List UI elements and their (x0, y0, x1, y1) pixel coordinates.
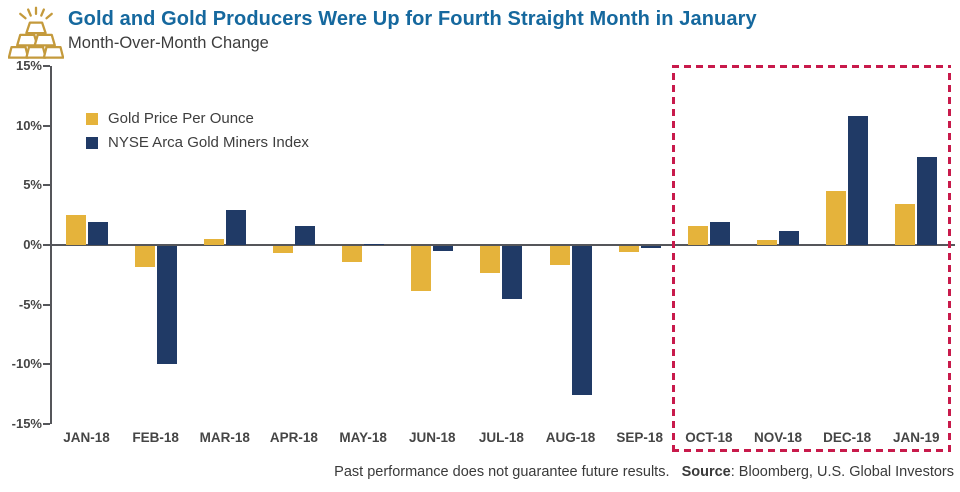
bar-miners-dec-18 (848, 116, 869, 245)
bar-miners-jan-18 (87, 222, 108, 245)
x-axis-label: MAR-18 (199, 430, 250, 445)
y-axis-tick-label: -5% (18, 296, 42, 312)
bar-miners-jan-19 (917, 156, 938, 245)
x-axis-label: AUG-18 (545, 430, 596, 445)
bar-miners-sep-18 (640, 246, 661, 248)
bar-gold-jul-18 (480, 246, 501, 274)
legend-item: Gold Price Per Ounce (86, 110, 309, 127)
bar-miners-mar-18 (225, 210, 246, 245)
zero-baseline (50, 244, 955, 246)
y-axis-tick-label: -10% (11, 356, 42, 372)
y-axis-tick (43, 124, 50, 127)
y-axis-tick-label: -15% (11, 416, 42, 431)
chart-title: Gold and Gold Producers Were Up for Four… (68, 8, 757, 30)
highlight-box-bottom (672, 449, 951, 452)
y-axis-tick (43, 65, 50, 67)
bar-gold-jun-18 (411, 246, 432, 292)
source-label: Source (681, 464, 731, 480)
x-axis-label: MAY-18 (339, 430, 387, 445)
bar-miners-feb-18 (156, 246, 177, 365)
y-axis-tick-label: 15% (15, 58, 42, 73)
y-axis-tick (43, 363, 50, 366)
source-text: : Bloomberg, U.S. Global Investors (730, 464, 954, 480)
y-axis-tick (43, 244, 50, 246)
chart-subtitle: Month-Over-Month Change (68, 34, 269, 52)
y-axis-tick-label: 5% (23, 177, 42, 193)
chart-footer: Past performance does not guarantee futu… (334, 464, 954, 480)
gold-bars-icon (8, 6, 64, 59)
bar-gold-mar-18 (203, 239, 224, 245)
y-axis-tick (43, 423, 50, 425)
legend-swatch-gold (86, 112, 98, 125)
y-axis-tick (43, 303, 50, 306)
x-axis-label: DEC-18 (823, 430, 872, 445)
bar-gold-sep-18 (618, 246, 639, 252)
bar-gold-jan-19 (895, 204, 916, 245)
bar-gold-aug-18 (549, 246, 570, 266)
header-text: Gold and Gold Producers Were Up for Four… (68, 4, 757, 53)
x-axis-label: OCT-18 (685, 430, 733, 445)
highlight-box-top (672, 65, 951, 68)
x-axis-label: APR-18 (269, 430, 318, 445)
legend-swatch-miners (86, 136, 98, 149)
bar-miners-oct-18 (709, 222, 730, 245)
bar-miners-aug-18 (571, 246, 592, 396)
legend-label: NYSE Arca Gold Miners Index (108, 134, 309, 151)
x-axis-label: FEB-18 (132, 430, 179, 445)
x-axis-label: JUL-18 (478, 430, 524, 445)
bar-gold-nov-18 (757, 240, 777, 245)
bar-gold-feb-18 (134, 246, 155, 268)
x-axis-label: JUN-18 (408, 430, 456, 445)
y-axis-tick (43, 184, 50, 187)
bar-miners-nov-18 (779, 230, 799, 245)
legend-label: Gold Price Per Ounce (108, 110, 254, 127)
legend-item: NYSE Arca Gold Miners Index (86, 134, 309, 151)
highlight-box-right (947, 65, 951, 452)
chart-header: Gold and Gold Producers Were Up for Four… (8, 4, 757, 62)
chart-legend: Gold Price Per Ounce NYSE Arca Gold Miner… (86, 110, 309, 158)
bar-miners-may-18 (364, 243, 385, 245)
bar-miners-apr-18 (294, 225, 315, 245)
bar-gold-apr-18 (272, 246, 293, 254)
x-axis-label: NOV-18 (753, 430, 803, 445)
bar-gold-dec-18 (826, 191, 847, 245)
y-axis-tick-label: 0% (23, 237, 42, 252)
bar-gold-may-18 (342, 246, 363, 262)
x-axis-label: JAN-18 (63, 430, 110, 445)
highlight-box-left (672, 65, 676, 452)
y-axis-tick-label: 10% (15, 117, 42, 133)
bar-gold-oct-18 (687, 225, 708, 245)
disclaimer-text: Past performance does not guarantee futu… (334, 464, 670, 480)
x-axis-label: JAN-19 (893, 430, 940, 445)
bar-miners-jul-18 (502, 246, 523, 299)
x-axis-label: SEP-18 (616, 430, 663, 445)
bar-gold-jan-18 (65, 215, 86, 245)
bar-miners-jun-18 (433, 246, 454, 251)
